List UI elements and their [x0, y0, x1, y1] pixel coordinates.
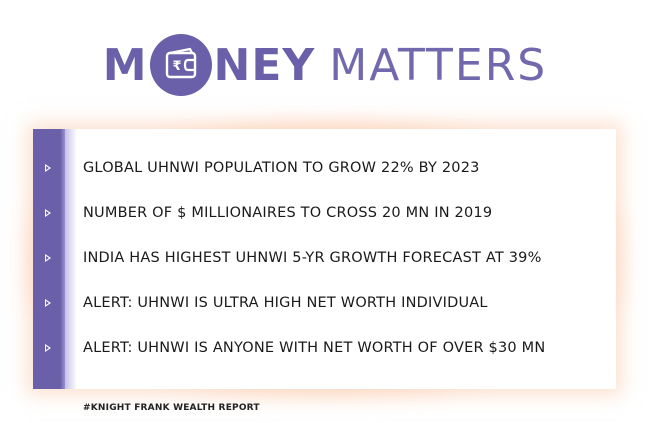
svg-text:₹: ₹	[172, 59, 181, 74]
rupee-wallet-icon: ₹	[149, 34, 212, 96]
bullet-arrow-icon	[45, 209, 51, 217]
list-item: INDIA HAS HIGHEST UHNWI 5-YR GROWTH FORE…	[33, 243, 616, 273]
bullet-arrow-icon	[45, 344, 51, 352]
list-item-text: NUMBER OF $ MILLIONAIRES TO CROSS 20 MN …	[83, 205, 493, 221]
list-item: ALERT: UHNWI IS ANYONE WITH NET WORTH OF…	[33, 333, 616, 363]
facts-card: GLOBAL UHNWI POPULATION TO GROW 22% BY 2…	[33, 129, 616, 389]
title-bold-rest: NEY	[213, 39, 316, 91]
list-item-text: GLOBAL UHNWI POPULATION TO GROW 22% BY 2…	[83, 160, 480, 176]
list-item-text: INDIA HAS HIGHEST UHNWI 5-YR GROWTH FORE…	[83, 250, 542, 266]
list-item-text: ALERT: UHNWI IS ULTRA HIGH NET WORTH IND…	[83, 295, 488, 311]
title-bold-start: M	[102, 39, 148, 91]
source-footer: #KNIGHT FRANK WEALTH REPORT	[83, 403, 260, 413]
list-item: NUMBER OF $ MILLIONAIRES TO CROSS 20 MN …	[33, 198, 616, 228]
title-light: MATTERS	[329, 39, 548, 91]
list-item: GLOBAL UHNWI POPULATION TO GROW 22% BY 2…	[33, 153, 616, 183]
bullet-arrow-icon	[45, 254, 51, 262]
bullet-arrow-icon	[45, 299, 51, 307]
list-item: ALERT: UHNWI IS ULTRA HIGH NET WORTH IND…	[33, 288, 616, 318]
list-item-text: ALERT: UHNWI IS ANYONE WITH NET WORTH OF…	[83, 340, 546, 356]
card-accent-fade	[65, 129, 77, 389]
page-title: M ₹ NEY MATTERS	[0, 30, 650, 100]
bullet-arrow-icon	[45, 164, 51, 172]
